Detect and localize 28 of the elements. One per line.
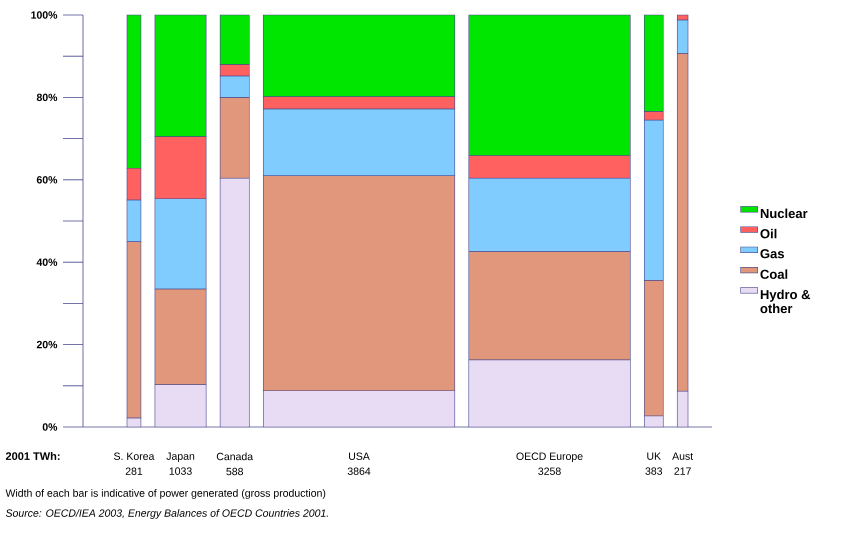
text: 383	[645, 467, 662, 475]
text: 217	[674, 467, 691, 475]
x-tick-label: OECD Europe	[516, 452, 583, 462]
x-tick-label: Aust	[672, 452, 694, 460]
text: 3258	[538, 468, 561, 475]
legend-label: Oil	[760, 228, 776, 238]
text: 588	[226, 468, 244, 476]
text: 3864	[348, 468, 370, 475]
y-tick-label: 60%	[36, 176, 58, 184]
y-tick-label: 20%	[36, 340, 58, 348]
y-tick-label: 40%	[36, 258, 58, 266]
y-tick-label: 100%	[31, 11, 58, 19]
text: 1033	[170, 467, 192, 475]
x-tick-label: USA	[349, 452, 370, 460]
legend-label: Gas	[760, 249, 784, 258]
y-tick-label: 0%	[42, 423, 58, 431]
legend-label: Hydro & other	[760, 290, 810, 314]
x-tick-label: Canada	[216, 452, 254, 460]
x-tick-label: Japan	[166, 452, 194, 462]
text: Width of each bar is indicative of power generated (gross production)	[6, 489, 326, 499]
legend-label: Coal	[760, 269, 788, 279]
legend-label: Nuclear	[760, 208, 808, 218]
x-tick-label: S. Korea	[114, 452, 154, 460]
source-note: Source: OECD/IEA 2003, Energy Balances of OECD Countries 2001.	[6, 509, 328, 519]
x-tick-label: UK	[647, 452, 661, 460]
text: 2001 TWh:	[6, 452, 60, 460]
text: 281	[126, 468, 142, 475]
y-tick-label: 80%	[36, 94, 58, 102]
